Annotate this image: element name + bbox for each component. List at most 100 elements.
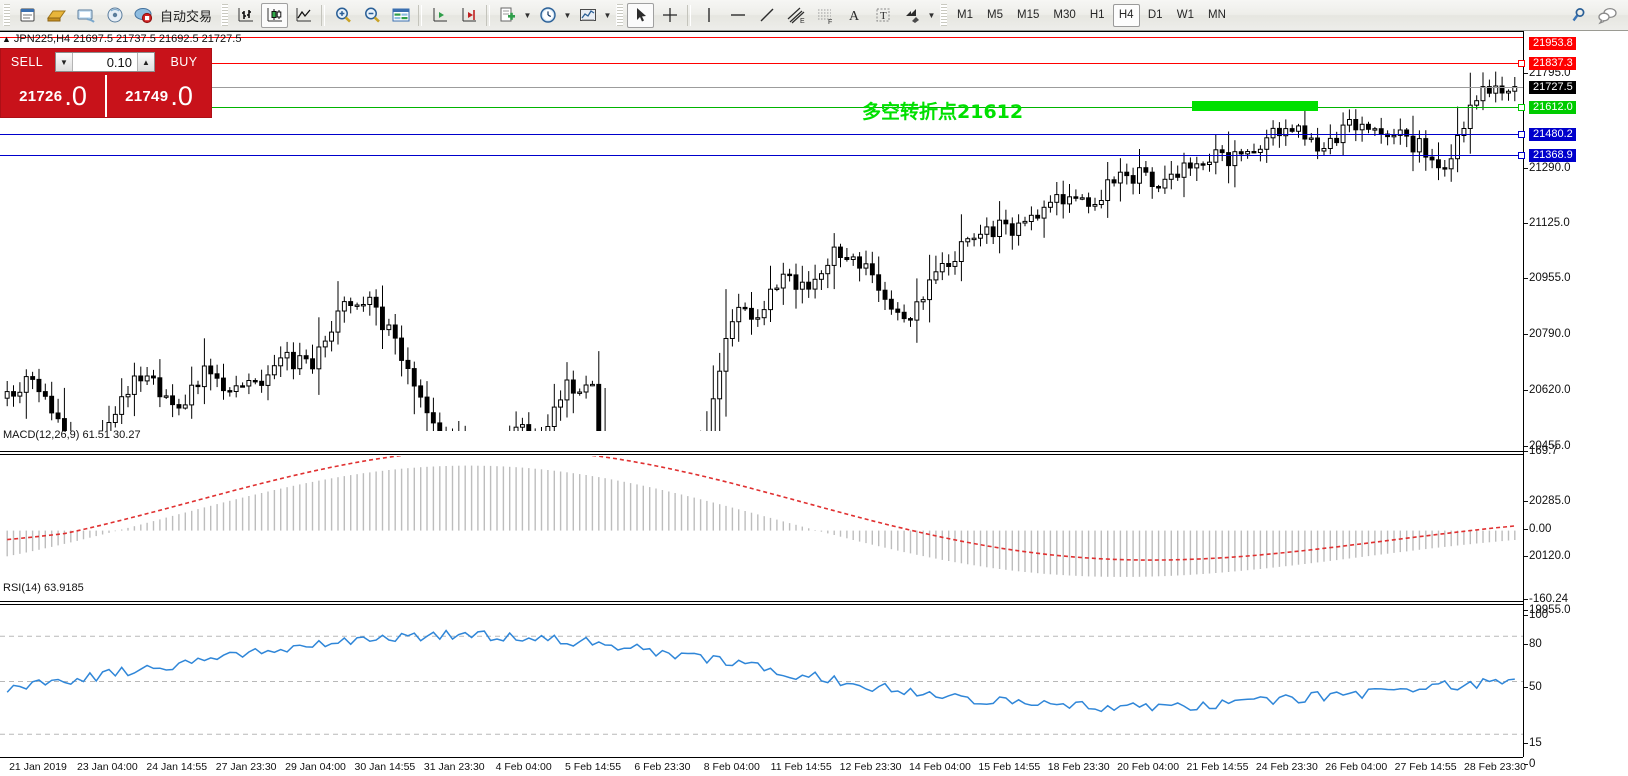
level-handle-21480.2[interactable] [1518,131,1525,138]
chart-symbol-header: ▲ JPN225,H4 21697.5 21737.5 21692.5 21727… [2,33,241,45]
price-tag-21837.3[interactable]: 21837.3 [1529,57,1576,70]
text-label-icon[interactable]: A [840,3,867,28]
bid-price-line [0,87,1523,88]
gold-bar-icon[interactable] [43,3,70,28]
sell-price-fraction: .0 [64,80,87,111]
trendline-icon[interactable] [753,3,780,28]
time-axis-label: 18 Feb 23:30 [1047,761,1110,773]
equidistant-channel-icon[interactable]: E [782,3,809,28]
toolbar-grip-3[interactable] [616,4,624,26]
time-axis-label: 31 Jan 23:30 [423,761,485,773]
volume-stepper[interactable]: ▼ 0.10 ▲ [55,52,155,72]
fibonacci-retracement-icon[interactable]: F [811,3,838,28]
timeframe-button-w1[interactable]: W1 [1176,9,1194,21]
toolbar-group-scroll [425,0,483,30]
macd-title: MACD(12,26,9) 61.51 30.27 [3,429,141,441]
autotrading-label[interactable]: 自动交易 [160,9,213,25]
green-highlight-rectangle[interactable] [1192,101,1318,111]
period-dropdown-caret-icon[interactable]: ▼ [563,10,572,20]
sell-button[interactable]: SELL [10,55,44,69]
new-order-icon[interactable] [14,3,41,28]
toolbar-grip[interactable] [3,4,10,26]
bar-chart-icon[interactable] [232,3,259,28]
timeframe-button-m30[interactable]: M30 [1053,9,1076,21]
time-axis-label: 8 Feb 04:00 [703,761,760,773]
templates-dropdown-caret-icon[interactable]: ▼ [523,10,532,20]
zoom-out-icon[interactable] [358,3,385,28]
price-tag-21953.8[interactable]: 21953.8 [1529,37,1576,50]
line-chart-icon[interactable] [290,3,317,28]
level-line-21837[interactable] [0,63,1523,64]
auto-scroll-icon[interactable] [426,3,453,28]
sell-price-display[interactable]: 21726 .0 [1,75,105,117]
level-line-21612[interactable] [0,107,1523,108]
price-tag-21368.9[interactable]: 21368.9 [1529,149,1576,162]
horizontal-line-icon[interactable] [724,3,751,28]
price-tag-21612.0[interactable]: 21612.0 [1529,101,1576,114]
level-line-21480[interactable] [0,134,1523,135]
chat-icon[interactable] [1594,3,1621,28]
indicators-icon[interactable] [574,3,601,28]
macd-scale-mid: 0.00 [1523,523,1552,535]
buy-price-display[interactable]: 21749 .0 [105,75,211,117]
svg-text:T: T [880,10,887,22]
timeframe-button-m15[interactable]: M15 [1016,9,1040,21]
level-handle-21368.9[interactable] [1518,152,1525,159]
indicators-dropdown-caret-icon[interactable]: ▼ [603,10,612,20]
level-line-21953[interactable] [0,37,1523,38]
search-icon[interactable] [1565,3,1592,28]
price-tick-20120.0: 20120.0 [1524,550,1571,562]
volume-decrease-icon[interactable]: ▼ [56,53,73,71]
rsi-series [0,629,1523,735]
price-tag-21480.2[interactable]: 21480.2 [1529,128,1576,141]
chart-shift-icon[interactable] [455,3,482,28]
period-icon[interactable] [534,3,561,28]
buy-price-fraction: .0 [170,80,193,111]
data-window-icon[interactable] [387,3,414,28]
toolbar-group-zoom [328,0,415,30]
templates-icon[interactable] [494,3,521,28]
rsi-pane-border-outer [0,601,1523,602]
arrows-dropdown-caret-icon[interactable]: ▼ [927,10,936,20]
level-handle-21837.3[interactable] [1518,60,1525,67]
autotrading-icon[interactable] [130,3,157,28]
candlestick-chart-icon[interactable] [261,2,289,28]
rsi-scale-100: 100 [1523,609,1549,621]
rsi-scale-15: 15 [1524,737,1542,749]
arrows-icon[interactable] [898,3,925,28]
price-tick-20455.0: 20455.0 [1524,440,1571,452]
price-tag-21727.5[interactable]: 21727.5 [1529,81,1576,94]
vertical-line-icon[interactable] [695,3,722,28]
level-handle-21612.0[interactable] [1518,104,1525,111]
oct-top-row: SELL ▼ 0.10 ▲ BUY [1,49,211,75]
volume-increase-icon[interactable]: ▲ [137,53,154,71]
price-pane-top-border [0,31,1523,32]
rsi-title: RSI(14) 63.9185 [3,582,84,594]
time-axis[interactable]: 21 Jan 2019 23 Jan 04:00 24 Jan 14:55 27 Ja… [0,757,1526,776]
timeframe-button-mn[interactable]: MN [1207,9,1226,21]
toolbar-grip-4[interactable] [940,4,948,26]
timeframe-button-m1[interactable]: M1 [957,9,973,21]
annotation-text[interactable]: 多空转折点21612 [862,101,1024,123]
level-line-21368[interactable] [0,155,1523,156]
terminal-icon[interactable] [72,3,99,28]
timeframe-button-m5[interactable]: M5 [987,9,1003,21]
text-box-icon[interactable]: T [869,3,896,28]
timeframe-group: M1 M5 M15 M30 H1 H4 D1 W1 MN [950,0,1233,30]
toolbar-separator-3 [486,4,491,26]
zoom-in-icon[interactable] [329,3,356,28]
pointer-icon[interactable] [627,2,655,28]
buy-button[interactable]: BUY [170,55,198,69]
toolbar-grip-2[interactable] [221,4,229,26]
timeframe-button-d1[interactable]: D1 [1147,9,1163,21]
sell-price-main: 21726 [19,87,63,105]
volume-input[interactable]: 0.10 [106,54,132,70]
timeframe-button-h4[interactable]: H4 [1112,3,1140,27]
price-tick-20955.0: 20955.0 [1524,272,1571,284]
crosshair-icon[interactable] [656,3,683,28]
time-axis-label: 24 Feb 23:30 [1255,761,1318,773]
timeframe-button-h1[interactable]: H1 [1089,9,1105,21]
chart-canvas[interactable]: ▲ JPN225,H4 21697.5 21737.5 21692.5 21727… [0,31,1628,776]
chart-collapse-icon[interactable]: ▲ [2,34,11,44]
signals-icon[interactable] [101,3,128,28]
